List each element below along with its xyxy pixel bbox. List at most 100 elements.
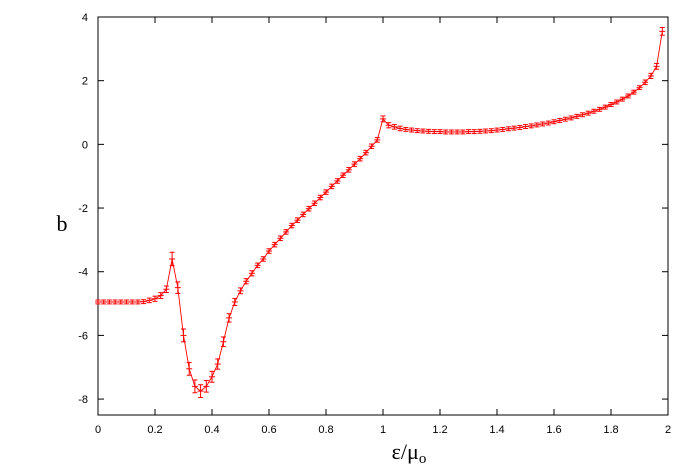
data-point <box>317 194 324 201</box>
data-point <box>95 299 101 305</box>
data-point <box>551 119 557 125</box>
data-point <box>590 108 597 114</box>
data-point <box>134 299 141 305</box>
data-point <box>174 281 181 294</box>
plot-frame <box>97 16 669 416</box>
data-point <box>231 297 238 307</box>
x-axis: 0 0.2 0.4 0.6 0.8 1 1.2 1.4 1.6 1.8 2 <box>95 17 671 436</box>
data-point <box>214 358 221 370</box>
data-point <box>123 299 130 305</box>
data-point <box>499 126 506 132</box>
data-point <box>129 299 136 305</box>
data-point <box>448 129 455 135</box>
y-tick-label: -2 <box>78 203 88 215</box>
data-point <box>117 299 124 305</box>
data-point <box>630 89 637 95</box>
data-point <box>562 116 569 122</box>
data-point <box>328 183 335 190</box>
series-group <box>95 26 666 399</box>
x-tick-label: 0.6 <box>261 424 276 436</box>
y-tick-label: 2 <box>82 76 88 88</box>
data-point <box>334 178 341 184</box>
x-tick-label: 2 <box>665 424 671 436</box>
data-point <box>408 127 415 133</box>
data-point <box>311 200 318 207</box>
data-point <box>585 110 592 116</box>
data-point <box>157 292 164 300</box>
x-tick-label: 1 <box>380 424 386 436</box>
data-point <box>459 129 466 135</box>
data-point <box>425 128 432 134</box>
data-point <box>380 115 386 123</box>
data-point <box>573 113 580 119</box>
data-point <box>568 115 575 121</box>
series-line <box>98 31 663 392</box>
x-axis-label: ε/μo <box>392 439 427 467</box>
data-point <box>608 102 614 108</box>
data-point <box>516 125 523 130</box>
data-point <box>203 380 210 393</box>
data-point <box>647 72 654 79</box>
data-point <box>579 112 586 118</box>
data-point <box>476 128 483 134</box>
data-point <box>602 104 609 110</box>
data-point <box>357 155 364 162</box>
x-tick-label: 0.2 <box>147 424 162 436</box>
data-point <box>368 143 375 150</box>
data-point <box>528 123 535 129</box>
data-point <box>636 85 643 91</box>
y-tick-label: 0 <box>82 139 88 151</box>
data-point <box>248 270 255 277</box>
data-point <box>659 26 666 36</box>
data-point <box>482 128 489 134</box>
data-point <box>340 172 347 179</box>
data-point <box>545 120 552 126</box>
y-axis-label: b <box>57 211 68 236</box>
data-point <box>374 137 381 143</box>
data-point <box>237 287 244 295</box>
data-point <box>596 106 603 112</box>
data-point <box>197 384 204 399</box>
data-point <box>419 128 426 134</box>
y-axis: -8 -6 -4 -2 0 2 4 <box>78 12 668 406</box>
data-point <box>305 205 312 212</box>
x-tick-label: 0.4 <box>204 424 219 436</box>
data-point <box>112 299 119 305</box>
y-tick-label: -4 <box>78 267 88 279</box>
x-axis-label-base: ε/μ <box>392 439 419 464</box>
data-point <box>556 118 563 123</box>
data-point <box>362 149 369 156</box>
data-point <box>283 229 290 235</box>
data-point <box>431 129 438 135</box>
data-point <box>260 256 267 262</box>
data-point <box>180 328 187 343</box>
data-point <box>539 121 546 127</box>
data-point <box>397 125 404 132</box>
data-point <box>488 128 495 134</box>
data-point <box>140 299 147 305</box>
data-point <box>266 248 272 254</box>
data-point <box>522 124 529 129</box>
data-point <box>169 251 176 267</box>
data-point <box>613 99 620 105</box>
data-point <box>323 189 329 195</box>
data-point <box>186 361 193 376</box>
data-point <box>209 370 215 383</box>
y-tick-label: -8 <box>78 394 88 406</box>
data-point <box>437 129 443 135</box>
data-point <box>226 313 233 323</box>
data-point <box>300 211 307 218</box>
data-point <box>465 129 472 135</box>
y-tick-label: -6 <box>78 330 88 342</box>
data-point <box>146 297 153 304</box>
y-tick-label: 4 <box>82 12 88 24</box>
data-point <box>454 129 461 135</box>
x-axis-label-subscript: o <box>419 451 427 467</box>
x-tick-label: 0 <box>95 424 101 436</box>
x-tick-label: 1.6 <box>546 424 561 436</box>
data-point <box>100 299 107 305</box>
data-point <box>243 278 250 285</box>
data-point <box>163 285 170 293</box>
x-tick-label: 1.4 <box>489 424 504 436</box>
x-tick-label: 1.8 <box>603 424 618 436</box>
